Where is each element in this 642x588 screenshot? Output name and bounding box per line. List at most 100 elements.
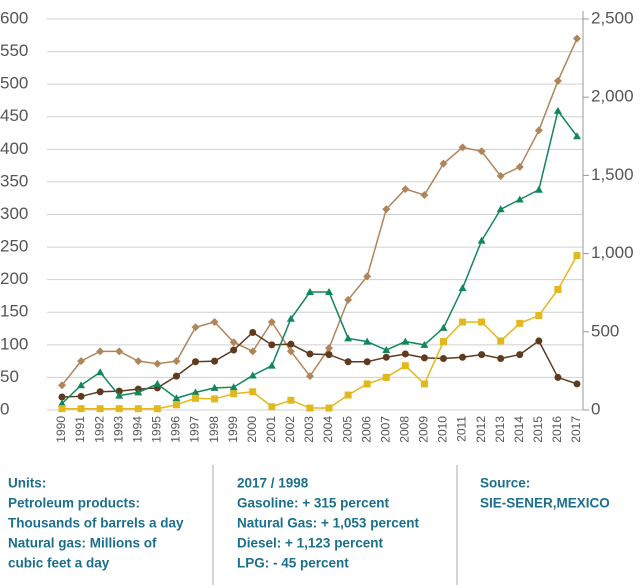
- point: [459, 353, 467, 361]
- point: [573, 132, 581, 140]
- point: [211, 395, 219, 403]
- x-tick-label: 2007: [378, 416, 392, 443]
- point: [210, 318, 219, 327]
- series-line: [62, 255, 578, 410]
- x-tick-label: 2011: [455, 416, 469, 442]
- y2-tick-label: 0: [591, 399, 600, 418]
- x-tick-label: 2002: [283, 416, 297, 443]
- point: [191, 323, 200, 332]
- point: [553, 76, 562, 85]
- point: [478, 351, 486, 359]
- point: [325, 351, 333, 359]
- series-line: [61, 109, 578, 405]
- point: [478, 318, 486, 326]
- footer-text: Gasoline: + 315 percent: [237, 496, 389, 511]
- point: [477, 147, 486, 156]
- point: [363, 272, 372, 281]
- point: [573, 34, 581, 43]
- point: [573, 252, 581, 260]
- point: [401, 350, 409, 358]
- point: [496, 172, 505, 181]
- point: [439, 338, 447, 346]
- y-tick-label: 500: [0, 74, 28, 93]
- point: [58, 393, 66, 401]
- x-tick-label: 2014: [512, 416, 526, 443]
- x-tick-label: 1992: [92, 416, 106, 443]
- point: [534, 185, 543, 193]
- x-tick-label: 1991: [73, 416, 87, 443]
- point: [115, 405, 123, 413]
- point: [382, 205, 391, 214]
- point: [229, 338, 238, 347]
- point: [268, 403, 276, 411]
- point: [287, 340, 295, 348]
- point: [439, 323, 448, 331]
- point: [115, 391, 124, 399]
- x-tick-label: 2006: [359, 416, 373, 443]
- footer-text: Diesel: + 1,123 percent: [237, 536, 383, 551]
- y-tick-label: 100: [0, 334, 28, 353]
- y2-tick-label: 2,500: [591, 8, 634, 27]
- point: [325, 404, 333, 412]
- point: [553, 106, 562, 114]
- y-tick-label: 350: [0, 171, 28, 190]
- x-tick-label: 2015: [531, 416, 545, 443]
- x-tick-label: 1993: [111, 416, 125, 443]
- point: [287, 396, 295, 404]
- footer-text: 2017 / 1998: [237, 476, 309, 491]
- point: [172, 401, 180, 409]
- footer-text: LPG: - 45 percent: [237, 556, 349, 571]
- point: [344, 391, 352, 399]
- point: [401, 362, 409, 370]
- x-tick-label: 1997: [188, 416, 202, 443]
- series-line: [61, 38, 578, 386]
- point: [382, 373, 390, 381]
- y2-tick-label: 1,000: [591, 243, 634, 262]
- point: [344, 358, 352, 366]
- point: [382, 353, 390, 361]
- x-tick-label: 1995: [150, 416, 164, 443]
- point: [248, 371, 257, 379]
- point: [230, 390, 238, 398]
- x-tick-label: 1998: [207, 416, 221, 443]
- point: [134, 388, 143, 396]
- point: [267, 318, 276, 327]
- point: [153, 405, 161, 413]
- point: [77, 381, 86, 389]
- footer-text: SIE-SENER,MEXICO: [480, 496, 610, 511]
- point: [496, 205, 505, 213]
- point: [192, 394, 200, 402]
- footer-text: Natural gas: Millions of: [8, 536, 157, 551]
- point: [477, 236, 486, 244]
- point: [363, 380, 371, 388]
- point: [153, 379, 162, 387]
- point: [459, 318, 467, 326]
- y-tick-label: 550: [0, 41, 28, 60]
- y2-tick-label: 1,500: [591, 165, 634, 184]
- y-tick-label: 250: [0, 237, 28, 256]
- point: [325, 344, 334, 353]
- point: [267, 361, 276, 369]
- x-tick-label: 2009: [417, 416, 431, 443]
- point: [115, 347, 124, 356]
- y2-tick-label: 500: [591, 321, 619, 340]
- x-tick-label: 1996: [169, 416, 183, 443]
- point: [306, 404, 314, 412]
- x-tick-label: 2016: [550, 416, 564, 443]
- footer-text: Source:: [480, 476, 530, 491]
- point: [211, 357, 219, 365]
- point: [554, 373, 562, 381]
- point: [420, 354, 428, 362]
- point: [344, 295, 353, 304]
- point: [306, 350, 314, 358]
- point: [554, 285, 562, 293]
- point: [439, 355, 447, 363]
- point: [363, 337, 372, 345]
- point: [248, 347, 257, 356]
- point: [77, 392, 85, 400]
- point: [420, 190, 429, 199]
- point: [420, 380, 428, 388]
- point: [535, 312, 543, 320]
- x-tick-label: 2001: [264, 416, 278, 443]
- point: [96, 368, 105, 376]
